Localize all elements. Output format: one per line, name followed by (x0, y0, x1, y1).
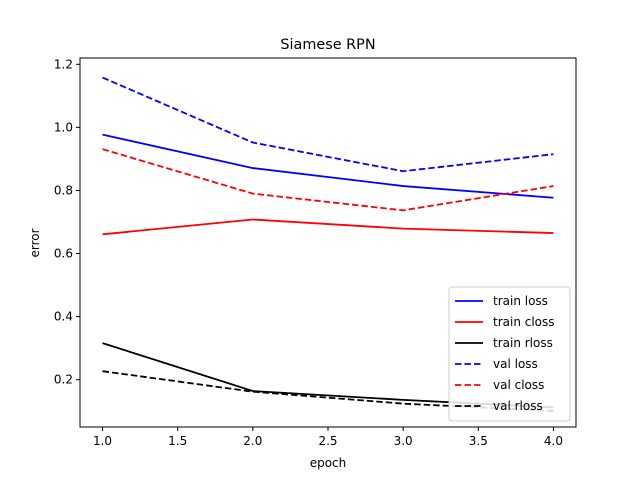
legend-box (448, 286, 571, 422)
x-axis-title: epoch (310, 456, 347, 470)
legend-label: val closs (493, 378, 544, 392)
series-line-val-loss (102, 76, 554, 173)
y-tick-label: 1.0 (54, 120, 73, 134)
legend-label: train rloss (493, 336, 553, 350)
series-line-val-closs (102, 148, 554, 212)
legend-label: train loss (493, 294, 548, 308)
x-tick-label: 3.0 (394, 434, 413, 448)
legend-label: val loss (493, 357, 538, 371)
y-tick-label: 1.2 (54, 57, 73, 71)
x-tick-label: 1.5 (168, 434, 187, 448)
legend-label: train closs (493, 315, 555, 329)
plot-lines (102, 76, 554, 412)
y-tick-label: 0.6 (54, 247, 73, 261)
y-tick-label: 0.8 (54, 183, 73, 197)
x-tick-label: 2.0 (243, 434, 262, 448)
y-tick-label: 0.2 (54, 373, 73, 387)
legend-label: val rloss (493, 399, 543, 413)
series-line-train-closs (102, 218, 554, 236)
y-axis: 0.2 0.4 0.6 0.8 1.0 1.2 (54, 57, 80, 387)
x-tick-label: 1.0 (93, 434, 112, 448)
x-tick-label: 3.5 (469, 434, 488, 448)
legend: train loss train closs train rloss val loss… (448, 286, 571, 422)
y-axis-title: error (28, 228, 42, 257)
x-axis: 1.0 1.5 2.0 2.5 3.0 3.5 4.0 (93, 427, 563, 448)
chart-title: Siamese RPN (280, 37, 375, 53)
series-line-train-loss (102, 133, 554, 199)
y-tick-label: 0.4 (54, 310, 73, 324)
x-tick-label: 4.0 (544, 434, 563, 448)
x-tick-label: 2.5 (318, 434, 337, 448)
